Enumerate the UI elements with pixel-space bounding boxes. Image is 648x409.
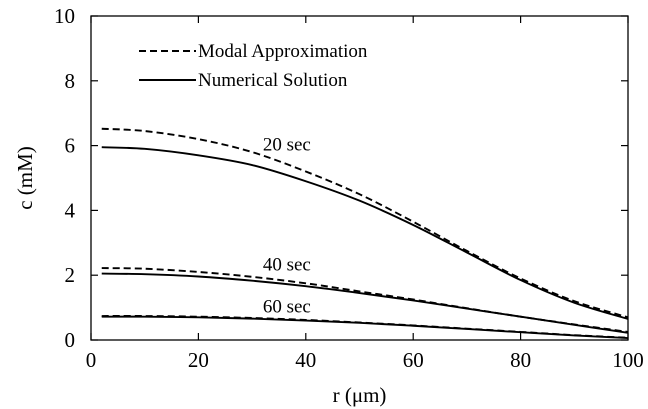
- legend: Modal Approximation Numerical Solution: [139, 41, 368, 91]
- y-tick-label: 0: [65, 328, 76, 352]
- modal-approximation-line-20-sec: [102, 129, 628, 318]
- x-tick-label: 0: [86, 348, 97, 372]
- y-tick-label: 8: [65, 69, 76, 93]
- numerical-solution-line-60-sec: [102, 317, 628, 338]
- y-tick-label: 2: [65, 263, 76, 287]
- legend-label: Numerical Solution: [198, 70, 348, 91]
- x-tick-label: 20: [188, 348, 209, 372]
- curve-label-20-sec: 20 sec: [263, 134, 311, 155]
- x-tick-label: 100: [612, 348, 644, 372]
- legend-label: Modal Approximation: [198, 41, 368, 62]
- y-axis-label: c (mM): [13, 146, 37, 210]
- x-axis-label: r (μm): [333, 383, 387, 407]
- curve-label-60-sec: 60 sec: [263, 296, 311, 317]
- x-tick-label: 60: [403, 348, 424, 372]
- y-tick-label: 4: [65, 198, 76, 222]
- x-tick-label: 80: [510, 348, 531, 372]
- series-lines: [102, 129, 628, 338]
- curve-label-40-sec: 40 sec: [263, 254, 311, 275]
- x-tick-label: 40: [295, 348, 316, 372]
- y-tick-label: 10: [54, 4, 75, 28]
- curve-annotations: 20 sec 40 sec 60 sec: [263, 134, 311, 317]
- y-tick-label: 6: [65, 134, 76, 158]
